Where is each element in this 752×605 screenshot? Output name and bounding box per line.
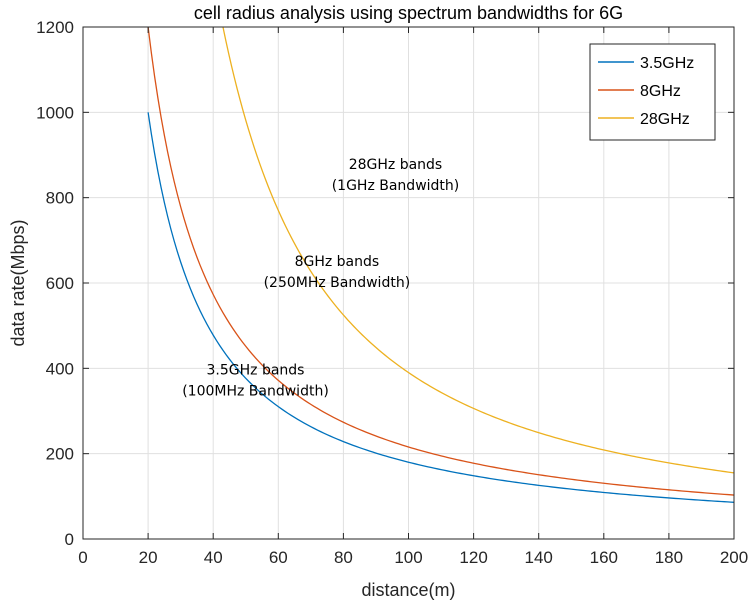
series-line-2 — [222, 27, 734, 474]
legend-label-2: 28GHz — [640, 111, 690, 128]
x-tick-label: 200 — [720, 548, 748, 567]
y-tick-label: 600 — [46, 274, 74, 293]
x-tick-label: 40 — [204, 548, 223, 567]
y-axis-label: data rate(Mbps) — [8, 219, 28, 346]
x-tick-label: 140 — [525, 548, 553, 567]
series-lines — [147, 27, 734, 503]
axis-ticks: 0 20 40 60 80 100 120 140 160 180 200 0 200 400 600 800… — [36, 18, 748, 567]
x-tick-label: 160 — [590, 548, 618, 567]
x-tick-label: 20 — [139, 548, 158, 567]
series-line-0 — [147, 112, 734, 503]
annotations: 28GHz bands (1GHz Bandwidth) 8GHz bands (25… — [182, 157, 459, 400]
legend: 3.5GHz 8GHz 28GHz — [589, 43, 716, 141]
x-tick-label: 0 — [78, 548, 87, 567]
y-tick-label: 400 — [46, 359, 74, 378]
annotation-0: 28GHz bands (1GHz Bandwidth) — [332, 157, 460, 194]
x-tick-label: 100 — [394, 548, 422, 567]
chart-title: cell radius analysis using spectrum band… — [194, 3, 623, 23]
x-tick-label: 60 — [269, 548, 288, 567]
x-tick-label: 180 — [655, 548, 683, 567]
legend-box — [589, 43, 716, 141]
y-tick-label: 1200 — [36, 18, 74, 37]
legend-label-1: 8GHz — [640, 83, 681, 100]
legend-label-0: 3.5GHz — [640, 55, 694, 72]
x-tick-label: 120 — [459, 548, 487, 567]
series-line-1 — [147, 27, 734, 496]
y-tick-label: 800 — [46, 189, 74, 208]
y-tick-label: 200 — [46, 445, 74, 464]
annotation-1: 8GHz bands (250MHz Bandwidth) — [264, 254, 411, 291]
x-axis-label: distance(m) — [361, 580, 455, 600]
x-tick-label: 80 — [334, 548, 353, 567]
y-tick-label: 0 — [65, 530, 74, 549]
annotation-2: 3.5GHz bands (100MHz Bandwidth) — [182, 363, 329, 400]
y-tick-label: 1000 — [36, 103, 74, 122]
